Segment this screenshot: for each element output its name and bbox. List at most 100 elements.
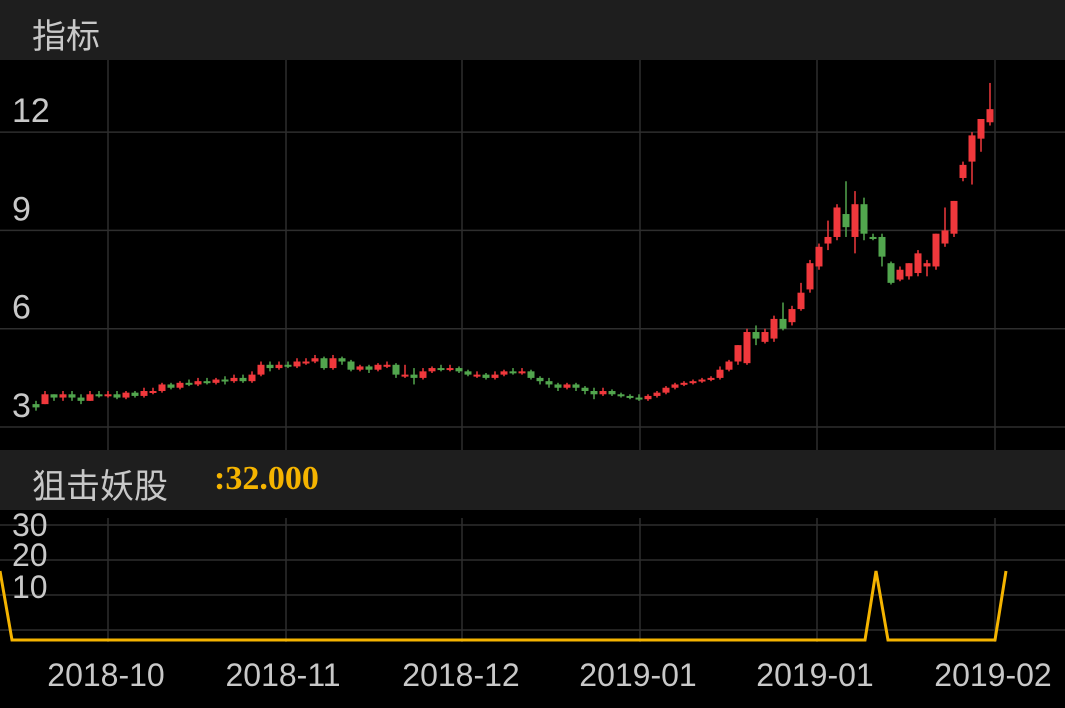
- candle: [86, 391, 94, 401]
- candle-body: [707, 377, 715, 380]
- candle-body: [356, 366, 364, 370]
- candle-body: [419, 371, 427, 378]
- candle: [32, 400, 40, 411]
- candle-body: [860, 204, 868, 234]
- candle-body: [797, 292, 805, 310]
- candle: [284, 361, 292, 369]
- candle: [590, 387, 598, 400]
- candle-body: [923, 263, 931, 267]
- indicator-title[interactable]: 指标: [32, 18, 100, 56]
- candle: [941, 207, 949, 247]
- candle-body: [212, 379, 220, 383]
- sub-indicator-name[interactable]: 狙击妖股: [32, 468, 168, 506]
- candle: [194, 377, 202, 387]
- candle-body: [41, 394, 49, 405]
- candle: [986, 82, 994, 126]
- candle-body: [77, 397, 85, 401]
- candle: [302, 358, 310, 365]
- candle-body: [527, 371, 535, 378]
- candle-body: [59, 394, 67, 398]
- indicator-tick-label: 30: [12, 510, 48, 543]
- candle-body: [320, 358, 328, 369]
- candle-body: [113, 394, 121, 398]
- candle-body: [833, 207, 841, 237]
- candle: [806, 259, 814, 293]
- candle-body: [86, 394, 94, 401]
- candle: [698, 377, 706, 383]
- candle: [599, 387, 607, 396]
- candle-body: [149, 391, 157, 394]
- candle-body: [959, 164, 967, 178]
- candle-body: [887, 263, 895, 283]
- candle-body: [761, 332, 769, 342]
- candle: [401, 364, 409, 378]
- candle-body: [365, 366, 373, 370]
- candle-body: [464, 371, 472, 375]
- candle: [410, 368, 418, 385]
- indicator-tick-label: 10: [12, 569, 48, 605]
- candle-body: [644, 395, 652, 400]
- candle-body: [734, 345, 742, 362]
- candle: [329, 354, 337, 370]
- candle-body: [194, 381, 202, 385]
- candle-body: [374, 364, 382, 370]
- candle: [500, 369, 508, 377]
- indicator-line: [0, 570, 1008, 642]
- candle: [536, 376, 544, 385]
- candle-body: [275, 364, 283, 369]
- candle: [266, 361, 274, 372]
- candle-body: [293, 361, 301, 367]
- candle: [608, 389, 616, 396]
- candle-body: [104, 394, 112, 397]
- candlestick-chart: 3 6 9 12: [0, 60, 1065, 450]
- candle: [473, 371, 481, 378]
- candle-body: [185, 382, 193, 385]
- candle-body: [455, 368, 463, 372]
- price-tick-label: 6: [12, 289, 31, 327]
- candle: [320, 356, 328, 370]
- candle: [113, 391, 121, 400]
- candle: [230, 374, 238, 383]
- candle-body: [869, 236, 877, 239]
- candle: [842, 181, 850, 237]
- candle-body: [302, 361, 310, 364]
- candle: [923, 259, 931, 277]
- candle-body: [32, 404, 40, 408]
- candle-body: [779, 318, 787, 329]
- candle: [563, 382, 571, 390]
- candle: [770, 315, 778, 342]
- candle-body: [878, 236, 886, 257]
- candle-body: [401, 374, 409, 377]
- candle: [644, 394, 652, 401]
- candle: [896, 266, 904, 282]
- candle: [833, 204, 841, 241]
- candle: [914, 250, 922, 277]
- candle-body: [662, 387, 670, 393]
- candle-body: [509, 371, 517, 374]
- candle-body: [572, 384, 580, 388]
- candle-body: [914, 253, 922, 274]
- candle: [212, 377, 220, 385]
- candle: [365, 364, 373, 373]
- candle: [518, 368, 526, 375]
- candle: [788, 305, 796, 326]
- candle-body: [806, 263, 814, 290]
- candle-body: [95, 394, 103, 397]
- candle-body: [284, 364, 292, 367]
- candle: [797, 282, 805, 311]
- candle-body: [590, 391, 598, 395]
- candle: [815, 243, 823, 270]
- candle-body: [536, 377, 544, 382]
- candle: [509, 368, 517, 375]
- candle: [158, 382, 166, 393]
- candle: [635, 394, 643, 401]
- candle: [554, 382, 562, 392]
- candle-body: [437, 368, 445, 371]
- indicator-grid: [0, 518, 1065, 642]
- candle: [662, 386, 670, 395]
- candle: [221, 376, 229, 385]
- indicator-tick-label: 20: [12, 537, 48, 573]
- candle-body: [824, 236, 832, 244]
- date-tick-label: 2019-01: [756, 657, 873, 693]
